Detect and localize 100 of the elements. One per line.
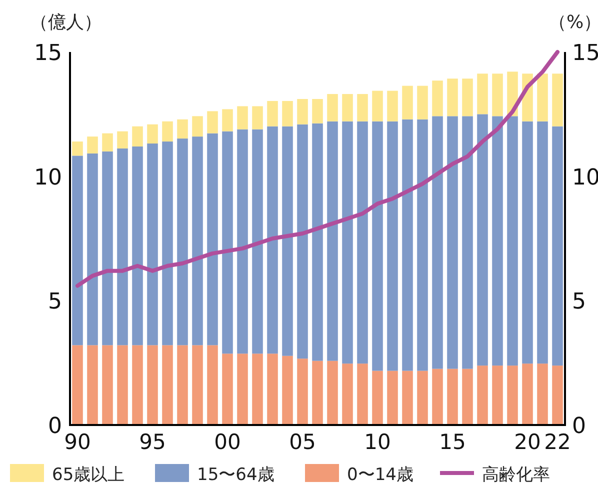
bar xyxy=(222,131,233,354)
y-tick-label: 0 xyxy=(48,414,62,439)
y2-tick-label: 5 xyxy=(572,290,586,315)
bar xyxy=(402,370,413,425)
bar xyxy=(297,99,308,124)
bar xyxy=(462,368,473,425)
bar xyxy=(507,366,518,425)
bar xyxy=(327,94,338,122)
bar xyxy=(342,94,353,122)
bar xyxy=(162,121,173,142)
bar xyxy=(72,156,83,346)
bar xyxy=(342,121,353,364)
bar xyxy=(267,354,278,425)
bar xyxy=(327,121,338,361)
bar xyxy=(267,126,278,354)
bar xyxy=(222,354,233,425)
y2-tick-label: 15 xyxy=(572,41,598,66)
bar xyxy=(372,90,383,122)
bar xyxy=(147,345,158,425)
bar xyxy=(492,366,503,425)
bar xyxy=(537,74,548,122)
bar xyxy=(432,368,443,425)
x-tick-label: 95 xyxy=(139,430,166,454)
bar xyxy=(282,100,293,126)
bar xyxy=(177,119,188,139)
bar xyxy=(87,345,98,425)
bar xyxy=(147,144,158,346)
bar xyxy=(357,121,368,364)
bar xyxy=(282,356,293,425)
bar xyxy=(72,142,83,156)
x-tick-label: 10 xyxy=(364,430,391,454)
y-tick-label: 5 xyxy=(48,290,62,315)
bar xyxy=(117,131,128,148)
bar xyxy=(207,111,218,134)
bar xyxy=(147,124,158,144)
bar xyxy=(237,129,248,354)
bar xyxy=(507,116,518,366)
bar xyxy=(552,126,563,366)
bar xyxy=(432,80,443,116)
bar xyxy=(207,133,218,346)
bar xyxy=(522,364,533,425)
bar xyxy=(102,151,113,346)
bar xyxy=(72,345,83,425)
x-tick-label: 15 xyxy=(439,430,466,454)
bar xyxy=(372,370,383,425)
bar xyxy=(237,106,248,130)
bar xyxy=(552,366,563,425)
bar xyxy=(492,74,503,116)
y-tick-label: 15 xyxy=(34,41,62,66)
bar xyxy=(312,123,323,361)
bar xyxy=(252,129,263,354)
bar xyxy=(552,74,563,126)
y-axis-title: （億人） xyxy=(30,12,102,33)
bar xyxy=(237,354,248,425)
bar xyxy=(162,142,173,346)
bar xyxy=(132,146,143,346)
bar xyxy=(297,358,308,425)
bar xyxy=(477,114,488,366)
bar xyxy=(87,153,98,346)
bar xyxy=(432,116,443,369)
bar xyxy=(357,364,368,425)
x-tick-label: 20 xyxy=(514,430,541,454)
bar xyxy=(462,116,473,369)
y2-axis-title: （%） xyxy=(548,12,598,33)
bar xyxy=(162,345,173,425)
y-tick-label: 10 xyxy=(34,165,62,190)
bar xyxy=(117,148,128,346)
y2-tick-label: 0 xyxy=(572,414,586,439)
bar xyxy=(402,86,413,120)
legend-label: 65歳以上 xyxy=(52,465,125,485)
bar xyxy=(177,345,188,425)
bar xyxy=(342,364,353,425)
bar xyxy=(537,121,548,364)
bar xyxy=(102,345,113,425)
bar xyxy=(447,78,458,116)
bar xyxy=(447,116,458,369)
legend-label: 0〜14歳 xyxy=(347,465,414,485)
x-tick-label: 00 xyxy=(214,430,241,454)
bar xyxy=(417,86,428,120)
bar xyxy=(537,364,548,425)
bar xyxy=(522,121,533,364)
bar xyxy=(387,90,398,122)
bar xyxy=(207,345,218,425)
bar xyxy=(87,136,98,154)
bar xyxy=(492,116,503,366)
bar xyxy=(417,370,428,425)
x-tick-label: 90 xyxy=(64,430,91,454)
legend-label: 15〜64歳 xyxy=(197,465,274,485)
bar xyxy=(192,116,203,137)
bar xyxy=(117,345,128,425)
bar xyxy=(357,94,368,122)
bar xyxy=(252,106,263,130)
bar xyxy=(312,99,323,124)
line-series xyxy=(76,50,560,288)
bar xyxy=(267,100,278,126)
bar xyxy=(192,345,203,425)
bar xyxy=(282,126,293,356)
x-tick-label: 22 xyxy=(544,430,571,454)
bar xyxy=(132,345,143,425)
bar xyxy=(312,360,323,425)
